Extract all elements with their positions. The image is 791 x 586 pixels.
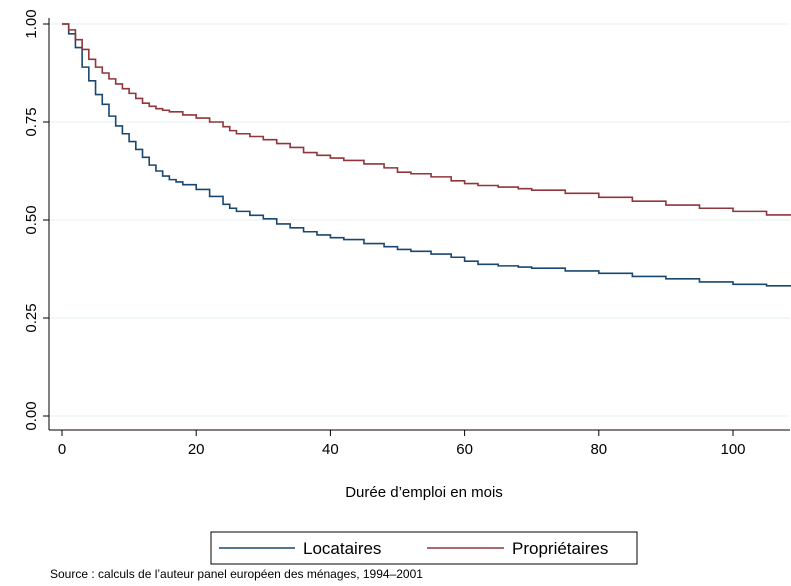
ticks: 0 20 40 60 80 100 0.00 0.25 0.50 0.75 1.00	[23, 9, 746, 458]
x-tick-label: 0	[58, 441, 66, 458]
axes	[48, 18, 790, 431]
series-group	[62, 23, 791, 287]
legend: Locataires Propriétaires	[210, 531, 638, 565]
x-tick-label: 40	[322, 441, 339, 458]
x-axis-title: Durée d’emploi en mois	[345, 484, 503, 501]
y-tick-label: 0.00	[23, 401, 40, 430]
y-tick-label: 1.00	[23, 9, 40, 38]
y-tick-label: 0.50	[23, 205, 40, 234]
y-tick-label: 0.75	[23, 107, 40, 136]
source-note: Source : calculs de l’auteur panel europ…	[50, 567, 423, 581]
legend-label-proprietaires: Propriétaires	[512, 539, 608, 558]
legend-label-locataires: Locataires	[303, 539, 381, 558]
x-tick-label: 20	[188, 441, 205, 458]
series-line-locataires	[62, 23, 791, 287]
y-tick-label: 0.25	[23, 303, 40, 332]
x-tick-label: 80	[590, 441, 607, 458]
x-tick-label: 60	[456, 441, 473, 458]
gridlines	[49, 23, 790, 417]
series-line-proprietaires	[62, 23, 791, 216]
x-tick-label: 100	[720, 441, 745, 458]
